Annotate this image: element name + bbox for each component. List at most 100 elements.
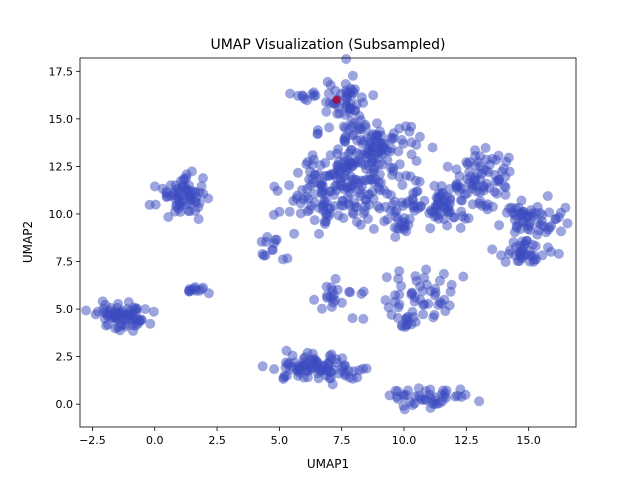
data-point (530, 241, 541, 252)
data-point (325, 203, 336, 214)
data-point (321, 106, 332, 117)
data-point (382, 214, 393, 225)
data-point (416, 201, 426, 212)
y-tick-label: 0.0 (56, 398, 74, 411)
data-point (530, 208, 541, 219)
data-point (339, 361, 350, 372)
data-point (333, 163, 343, 174)
y-axis-label: UMAP2 (21, 221, 35, 263)
data-point (401, 390, 412, 401)
x-axis: −2.5 0.0 2.5 5.0 7.5 10.0 12.5 15.0 (79, 427, 541, 447)
data-point (344, 157, 355, 168)
y-tick-label: 5.0 (56, 303, 74, 316)
data-point (309, 215, 320, 226)
data-point (320, 157, 331, 168)
data-point (336, 200, 347, 211)
data-point (113, 298, 124, 309)
data-point (103, 319, 114, 330)
chart-title: UMAP Visualization (Subsampled) (210, 37, 445, 53)
data-point (267, 244, 278, 255)
data-point (358, 313, 369, 324)
data-point (313, 169, 324, 180)
data-point (410, 271, 421, 282)
data-point (452, 181, 462, 192)
data-point (427, 142, 438, 153)
data-point (441, 385, 452, 396)
y-tick-label: 12.5 (49, 160, 74, 173)
data-point (280, 362, 291, 373)
data-point (351, 147, 362, 158)
data-point (140, 304, 151, 315)
data-point (525, 225, 535, 235)
data-point (342, 192, 353, 203)
data-point (282, 253, 293, 264)
data-point (373, 147, 384, 158)
data-point (325, 80, 336, 91)
data-point (404, 214, 415, 224)
data-point (368, 224, 379, 234)
data-point (360, 201, 371, 212)
data-point (269, 181, 280, 192)
data-point (562, 218, 573, 229)
x-axis-label: UMAP1 (307, 457, 349, 471)
data-point (356, 175, 367, 186)
data-point (269, 364, 280, 375)
data-point (302, 156, 313, 167)
data-point (492, 188, 502, 199)
y-tick-label: 10.0 (49, 208, 74, 221)
y-axis: 0.0 2.5 5.0 7.5 10.0 12.5 15.0 17.5 (49, 65, 80, 411)
data-point (365, 141, 376, 152)
data-point (307, 89, 318, 100)
data-point (131, 303, 142, 314)
data-point (499, 181, 510, 192)
data-point (260, 250, 271, 261)
data-point (321, 216, 331, 227)
data-point (460, 213, 471, 224)
data-point (149, 181, 160, 192)
data-point (440, 306, 451, 317)
data-point (455, 223, 466, 233)
data-point (336, 297, 347, 308)
data-point (309, 294, 320, 305)
data-point (390, 232, 401, 242)
data-point (330, 273, 341, 284)
data-point (434, 398, 445, 409)
data-point (399, 404, 410, 415)
data-point (491, 176, 501, 187)
data-point (311, 355, 322, 366)
data-point (370, 174, 381, 185)
data-point (408, 200, 419, 211)
data-point (555, 207, 566, 218)
data-point (412, 186, 423, 197)
data-point (414, 176, 425, 187)
data-point (324, 122, 335, 133)
data-point (340, 123, 351, 133)
data-point (411, 139, 422, 150)
data-point (177, 181, 188, 192)
data-point (445, 286, 456, 297)
data-point (193, 214, 204, 225)
data-point (148, 306, 159, 317)
data-point (342, 93, 352, 104)
data-point (529, 254, 540, 265)
data-point (327, 285, 338, 296)
data-point (288, 195, 299, 206)
data-point (346, 103, 357, 114)
data-point (132, 318, 143, 329)
data-point (323, 358, 334, 368)
data-point (478, 185, 489, 196)
data-point (387, 134, 397, 145)
data-point (163, 212, 174, 222)
data-point (115, 320, 126, 331)
data-point (123, 297, 134, 308)
data-point (190, 195, 201, 206)
data-point (81, 305, 92, 316)
data-point (372, 130, 383, 140)
data-point (355, 219, 366, 230)
data-point (487, 201, 498, 212)
data-point (198, 173, 208, 184)
data-points (81, 54, 573, 415)
data-point (357, 138, 368, 149)
